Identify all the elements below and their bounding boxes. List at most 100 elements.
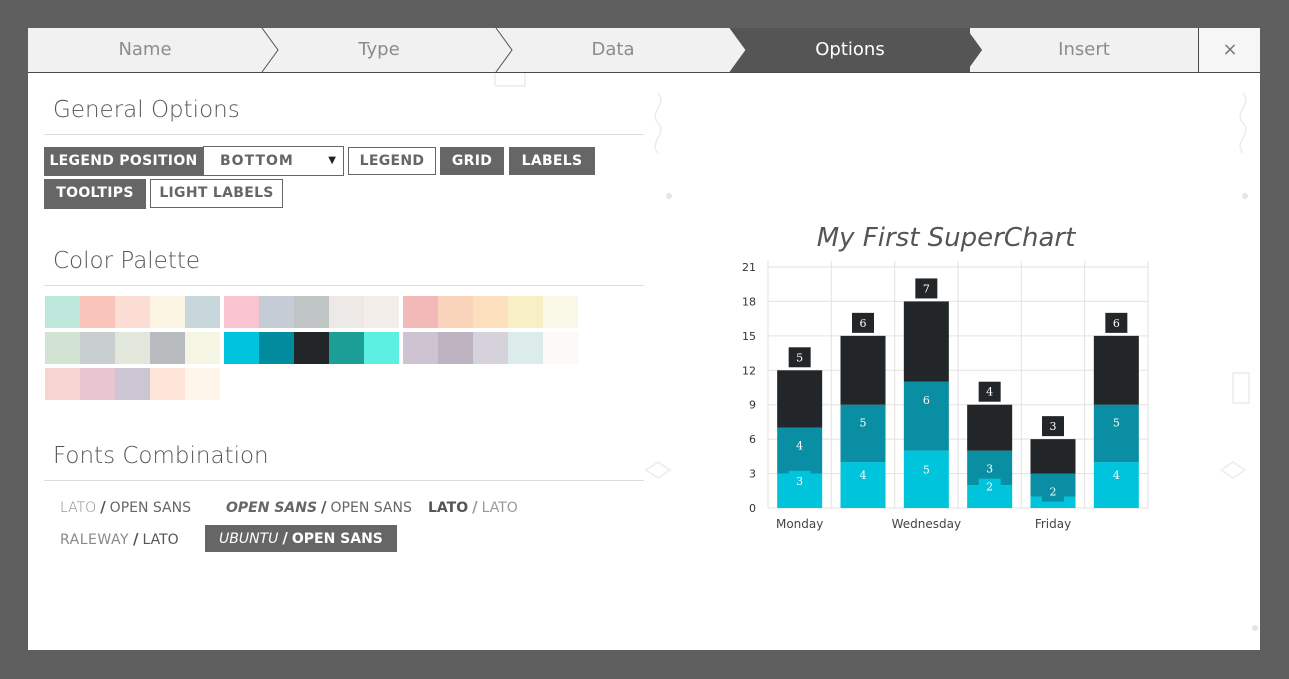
palette-swatch xyxy=(45,332,80,364)
data-label: 5 xyxy=(1113,417,1120,430)
palette-option-2[interactable] xyxy=(224,296,399,328)
palette-swatch xyxy=(224,296,259,328)
palette-swatch xyxy=(508,296,543,328)
close-button[interactable]: × xyxy=(1198,28,1260,72)
palette-swatch xyxy=(115,296,150,328)
palette-swatch xyxy=(508,332,543,364)
bar-segment xyxy=(904,301,949,381)
step-insert[interactable]: Insert xyxy=(970,28,1198,72)
palette-option-5[interactable] xyxy=(224,332,399,364)
palette-swatch xyxy=(294,332,329,364)
palette-swatch xyxy=(543,332,578,364)
y-tick-label: 21 xyxy=(742,261,756,274)
data-label: 3 xyxy=(796,475,803,488)
bar-segment xyxy=(777,370,822,427)
font-combo-lato-lato[interactable]: LATO / LATO xyxy=(428,494,518,520)
font-combo-body-font: OPEN SANS xyxy=(331,500,412,516)
data-label: 7 xyxy=(923,282,930,295)
data-label: 2 xyxy=(986,481,993,494)
palette-swatch xyxy=(185,296,220,328)
palette-swatch xyxy=(473,332,508,364)
palette-swatch xyxy=(80,368,115,400)
bar-segment xyxy=(841,336,886,405)
font-combo-lato-open-sans[interactable]: LATO / OPEN SANS xyxy=(60,494,191,520)
palette-option-3[interactable] xyxy=(403,296,578,328)
fonts-combination-divider xyxy=(44,480,644,481)
palette-swatch xyxy=(403,332,438,364)
palette-swatch xyxy=(80,332,115,364)
palette-swatch xyxy=(473,296,508,328)
data-label: 5 xyxy=(796,351,803,364)
y-tick-label: 6 xyxy=(749,433,756,446)
legend-toggle-button[interactable]: LEGEND xyxy=(348,147,436,175)
step-type[interactable]: Type xyxy=(262,28,496,72)
palette-option-7[interactable] xyxy=(45,368,220,400)
x-tick-label: Monday xyxy=(776,517,823,531)
chart-preview: My First SuperChart 0 3 6 9 12 15 18 21 3 4 5 Monday… xyxy=(718,183,1168,533)
grid-toggle-button[interactable]: GRID xyxy=(440,147,504,175)
palette-swatch xyxy=(438,296,473,328)
palette-swatch xyxy=(329,332,364,364)
data-label: 3 xyxy=(986,463,993,476)
y-tick-label: 12 xyxy=(742,364,756,377)
palette-swatch xyxy=(403,296,438,328)
font-combo-title-font: OPEN SANS xyxy=(226,500,317,516)
font-combo-body-font: LATO xyxy=(482,500,518,516)
font-combo-title-font: LATO xyxy=(428,500,468,516)
bar-segment xyxy=(967,405,1012,451)
data-label: 4 xyxy=(986,386,993,399)
bar-segment xyxy=(1031,439,1076,473)
fonts-combination-title: Fonts Combination xyxy=(53,443,269,469)
font-combo-open-sans-open-sans[interactable]: OPEN SANS / OPEN SANS xyxy=(226,494,412,520)
step-name[interactable]: Name xyxy=(28,28,262,72)
legend-position-select[interactable]: BOTTOM ▼ xyxy=(203,146,344,176)
palette-swatch xyxy=(115,332,150,364)
palette-option-6[interactable] xyxy=(403,332,578,364)
palette-swatch xyxy=(329,296,364,328)
palette-swatch xyxy=(80,296,115,328)
color-palette-title: Color Palette xyxy=(53,248,200,274)
x-tick-label: Friday xyxy=(1035,517,1071,531)
tooltips-toggle-button[interactable]: TOOLTIPS xyxy=(44,179,146,209)
palette-swatch xyxy=(150,332,185,364)
light-labels-toggle-button[interactable]: LIGHT LABELS xyxy=(150,179,283,208)
wizard-steps: Name Type Data Options Insert × xyxy=(28,28,1260,73)
step-data[interactable]: Data xyxy=(496,28,730,72)
x-tick-label: Wednesday xyxy=(892,517,961,531)
palette-option-1[interactable] xyxy=(45,296,220,328)
palette-option-4[interactable] xyxy=(45,332,220,364)
data-label: 5 xyxy=(923,463,930,476)
palette-swatch xyxy=(259,296,294,328)
data-label: 6 xyxy=(923,394,930,407)
data-label: 3 xyxy=(1050,420,1057,433)
bar-segment xyxy=(1094,336,1139,405)
y-tick-label: 0 xyxy=(749,502,756,515)
palette-swatch xyxy=(259,332,294,364)
close-icon: × xyxy=(1222,39,1237,60)
labels-toggle-button[interactable]: LABELS xyxy=(509,147,595,175)
font-combo-body-font: LATO xyxy=(143,532,179,548)
step-options[interactable]: Options xyxy=(730,28,970,72)
chevron-down-icon: ▼ xyxy=(328,147,337,175)
palette-swatch xyxy=(185,368,220,400)
y-tick-label: 3 xyxy=(749,468,756,481)
font-combo-ubuntu-open-sans[interactable]: UBUNTU / OPEN SANS xyxy=(205,525,397,552)
palette-swatch xyxy=(150,368,185,400)
legend-position-label: LEGEND POSITION xyxy=(44,147,203,176)
data-label: 6 xyxy=(860,317,867,330)
general-options-title: General Options xyxy=(53,97,240,123)
palette-swatch xyxy=(150,296,185,328)
font-combo-title-font: UBUNTU xyxy=(219,531,278,547)
y-tick-label: 15 xyxy=(742,330,756,343)
palette-swatch xyxy=(364,332,399,364)
palette-swatch xyxy=(294,296,329,328)
data-label: 4 xyxy=(860,469,867,482)
y-tick-label: 18 xyxy=(742,295,756,308)
palette-swatch xyxy=(45,368,80,400)
y-tick-label: 9 xyxy=(749,399,756,412)
palette-swatch xyxy=(115,368,150,400)
font-combo-raleway-lato[interactable]: RALEWAY / LATO xyxy=(60,526,179,552)
font-combo-title-font: LATO xyxy=(60,500,96,516)
data-label: 2 xyxy=(1050,486,1057,499)
palette-swatch xyxy=(185,332,220,364)
